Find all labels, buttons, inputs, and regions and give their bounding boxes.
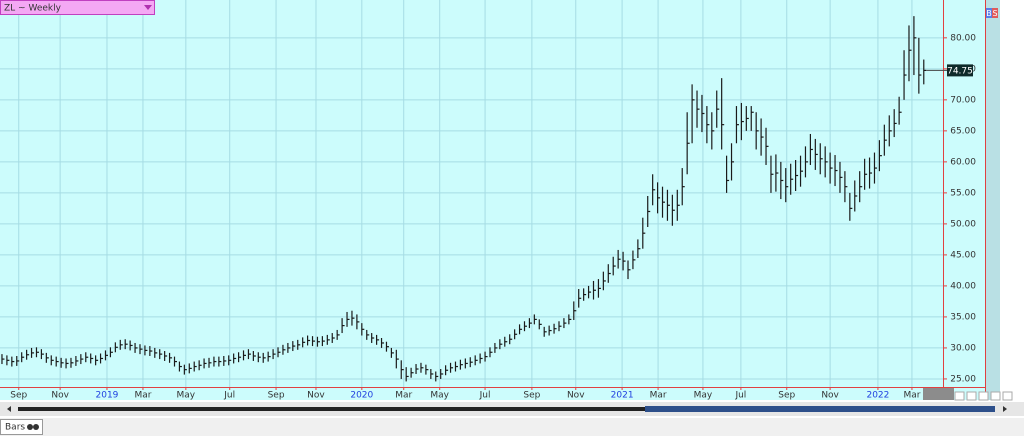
y-tick-label: 50.00 <box>950 219 976 229</box>
side-panel <box>985 0 1000 400</box>
last-price-label: 74.75 <box>947 66 973 76</box>
tab-icon <box>27 424 33 430</box>
tool-button[interactable] <box>990 391 1001 401</box>
tab-label[interactable]: Bars <box>5 423 25 433</box>
x-tick-label: Sep <box>778 391 795 401</box>
y-tick-label: 80.00 <box>950 33 976 43</box>
x-tick-label: Nov <box>821 391 839 401</box>
tab-icon <box>33 424 39 430</box>
x-tick-label: Sep <box>523 391 540 401</box>
x-tick-label: 2020 <box>350 391 373 401</box>
x-tick-label: Jul <box>734 391 746 401</box>
tab-bar <box>0 418 1024 436</box>
sell-button[interactable] <box>992 8 998 18</box>
x-tick-label: Mar <box>134 391 151 401</box>
x-tick-label: Mar <box>650 391 667 401</box>
chart-title: ZL ~ Weekly <box>4 4 62 14</box>
x-tick-label: Nov <box>51 391 69 401</box>
x-tick-label: Sep <box>10 391 27 401</box>
tool-button[interactable] <box>966 391 977 401</box>
x-tick-label: May <box>694 391 713 401</box>
x-tick-label: Mar <box>903 391 920 401</box>
y-tick-label: 25.00 <box>950 374 976 384</box>
y-tick-label: 60.00 <box>950 157 976 167</box>
sell-label[interactable]: S <box>992 9 997 18</box>
dropdown-arrow[interactable] <box>144 5 152 10</box>
tab[interactable] <box>0 419 43 435</box>
scroll-thumb[interactable] <box>645 406 995 412</box>
scroll-track <box>18 407 995 411</box>
x-tick-label: Sep <box>268 391 285 401</box>
y-tick-label: 70.00 <box>950 95 976 105</box>
x-tick-label: Nov <box>307 391 325 401</box>
last-price-box <box>947 64 973 77</box>
plot-background <box>0 0 985 400</box>
tool-button[interactable] <box>1002 391 1013 401</box>
x-tick-label: Jul <box>479 391 491 401</box>
y-tick-label: 30.00 <box>950 343 976 353</box>
y-tick-label: 35.00 <box>950 312 976 322</box>
x-tick-label: May <box>430 391 449 401</box>
symbol-box[interactable] <box>0 0 155 15</box>
x-tick-label: 2019 <box>96 391 119 401</box>
tool-button[interactable] <box>978 391 989 401</box>
x-tick-label: May <box>177 391 196 401</box>
x-tick-label: Mar <box>395 391 412 401</box>
y-tick-label: 55.00 <box>950 188 976 198</box>
tool-button[interactable] <box>954 391 965 401</box>
x-tick-label: 2022 <box>866 391 889 401</box>
x-tick-label: 2021 <box>611 391 634 401</box>
scroll-left[interactable] <box>7 406 11 412</box>
x-tick-label: Nov <box>567 391 585 401</box>
scroll-right[interactable] <box>1003 406 1007 412</box>
buy-label[interactable]: B <box>986 9 992 18</box>
buy-button[interactable] <box>986 8 992 18</box>
x-tick-label: Jul <box>223 391 235 401</box>
y-tick-label: 40.00 <box>950 281 976 291</box>
corner-box <box>923 388 954 400</box>
y-tick-label: 65.00 <box>950 126 976 136</box>
y-tick-label: 45.00 <box>950 250 976 260</box>
